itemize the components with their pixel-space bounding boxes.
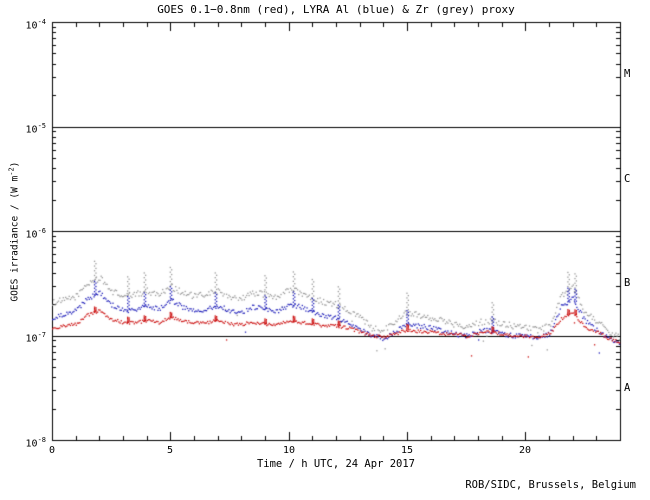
flare-class-A: A: [624, 382, 631, 394]
y-tick-1e-5: 10-5: [25, 122, 46, 136]
x-tick-0: 0: [48, 445, 56, 456]
y-tick-1e-7: 10-7: [25, 331, 46, 345]
chart-title: GOES 0.1−0.8nm (red), LYRA Al (blue) & Z…: [157, 3, 515, 16]
flare-class-C: C: [624, 173, 631, 185]
x-tick-20: 20: [518, 445, 532, 456]
x-tick-10: 10: [282, 445, 296, 456]
y-tick-1e-4: 10-4: [25, 18, 46, 32]
y-axis-label-text: GOES irradiance / (W m: [9, 175, 21, 302]
credit-text: ROB/SIDC, Brussels, Belgium: [465, 479, 636, 491]
y-axis-label-superscript: -2: [7, 167, 16, 176]
flare-class-B: B: [624, 277, 631, 289]
x-tick-15: 15: [400, 445, 414, 456]
y-tick-1e-6: 10-6: [25, 227, 46, 241]
x-axis-label: Time / h UTC, 24 Apr 2017: [256, 458, 416, 470]
x-tick-5: 5: [166, 445, 174, 456]
y-tick-1e-8: 10-8: [25, 436, 46, 450]
flare-class-M: M: [624, 68, 631, 80]
y-axis-label-close: ): [9, 161, 21, 168]
